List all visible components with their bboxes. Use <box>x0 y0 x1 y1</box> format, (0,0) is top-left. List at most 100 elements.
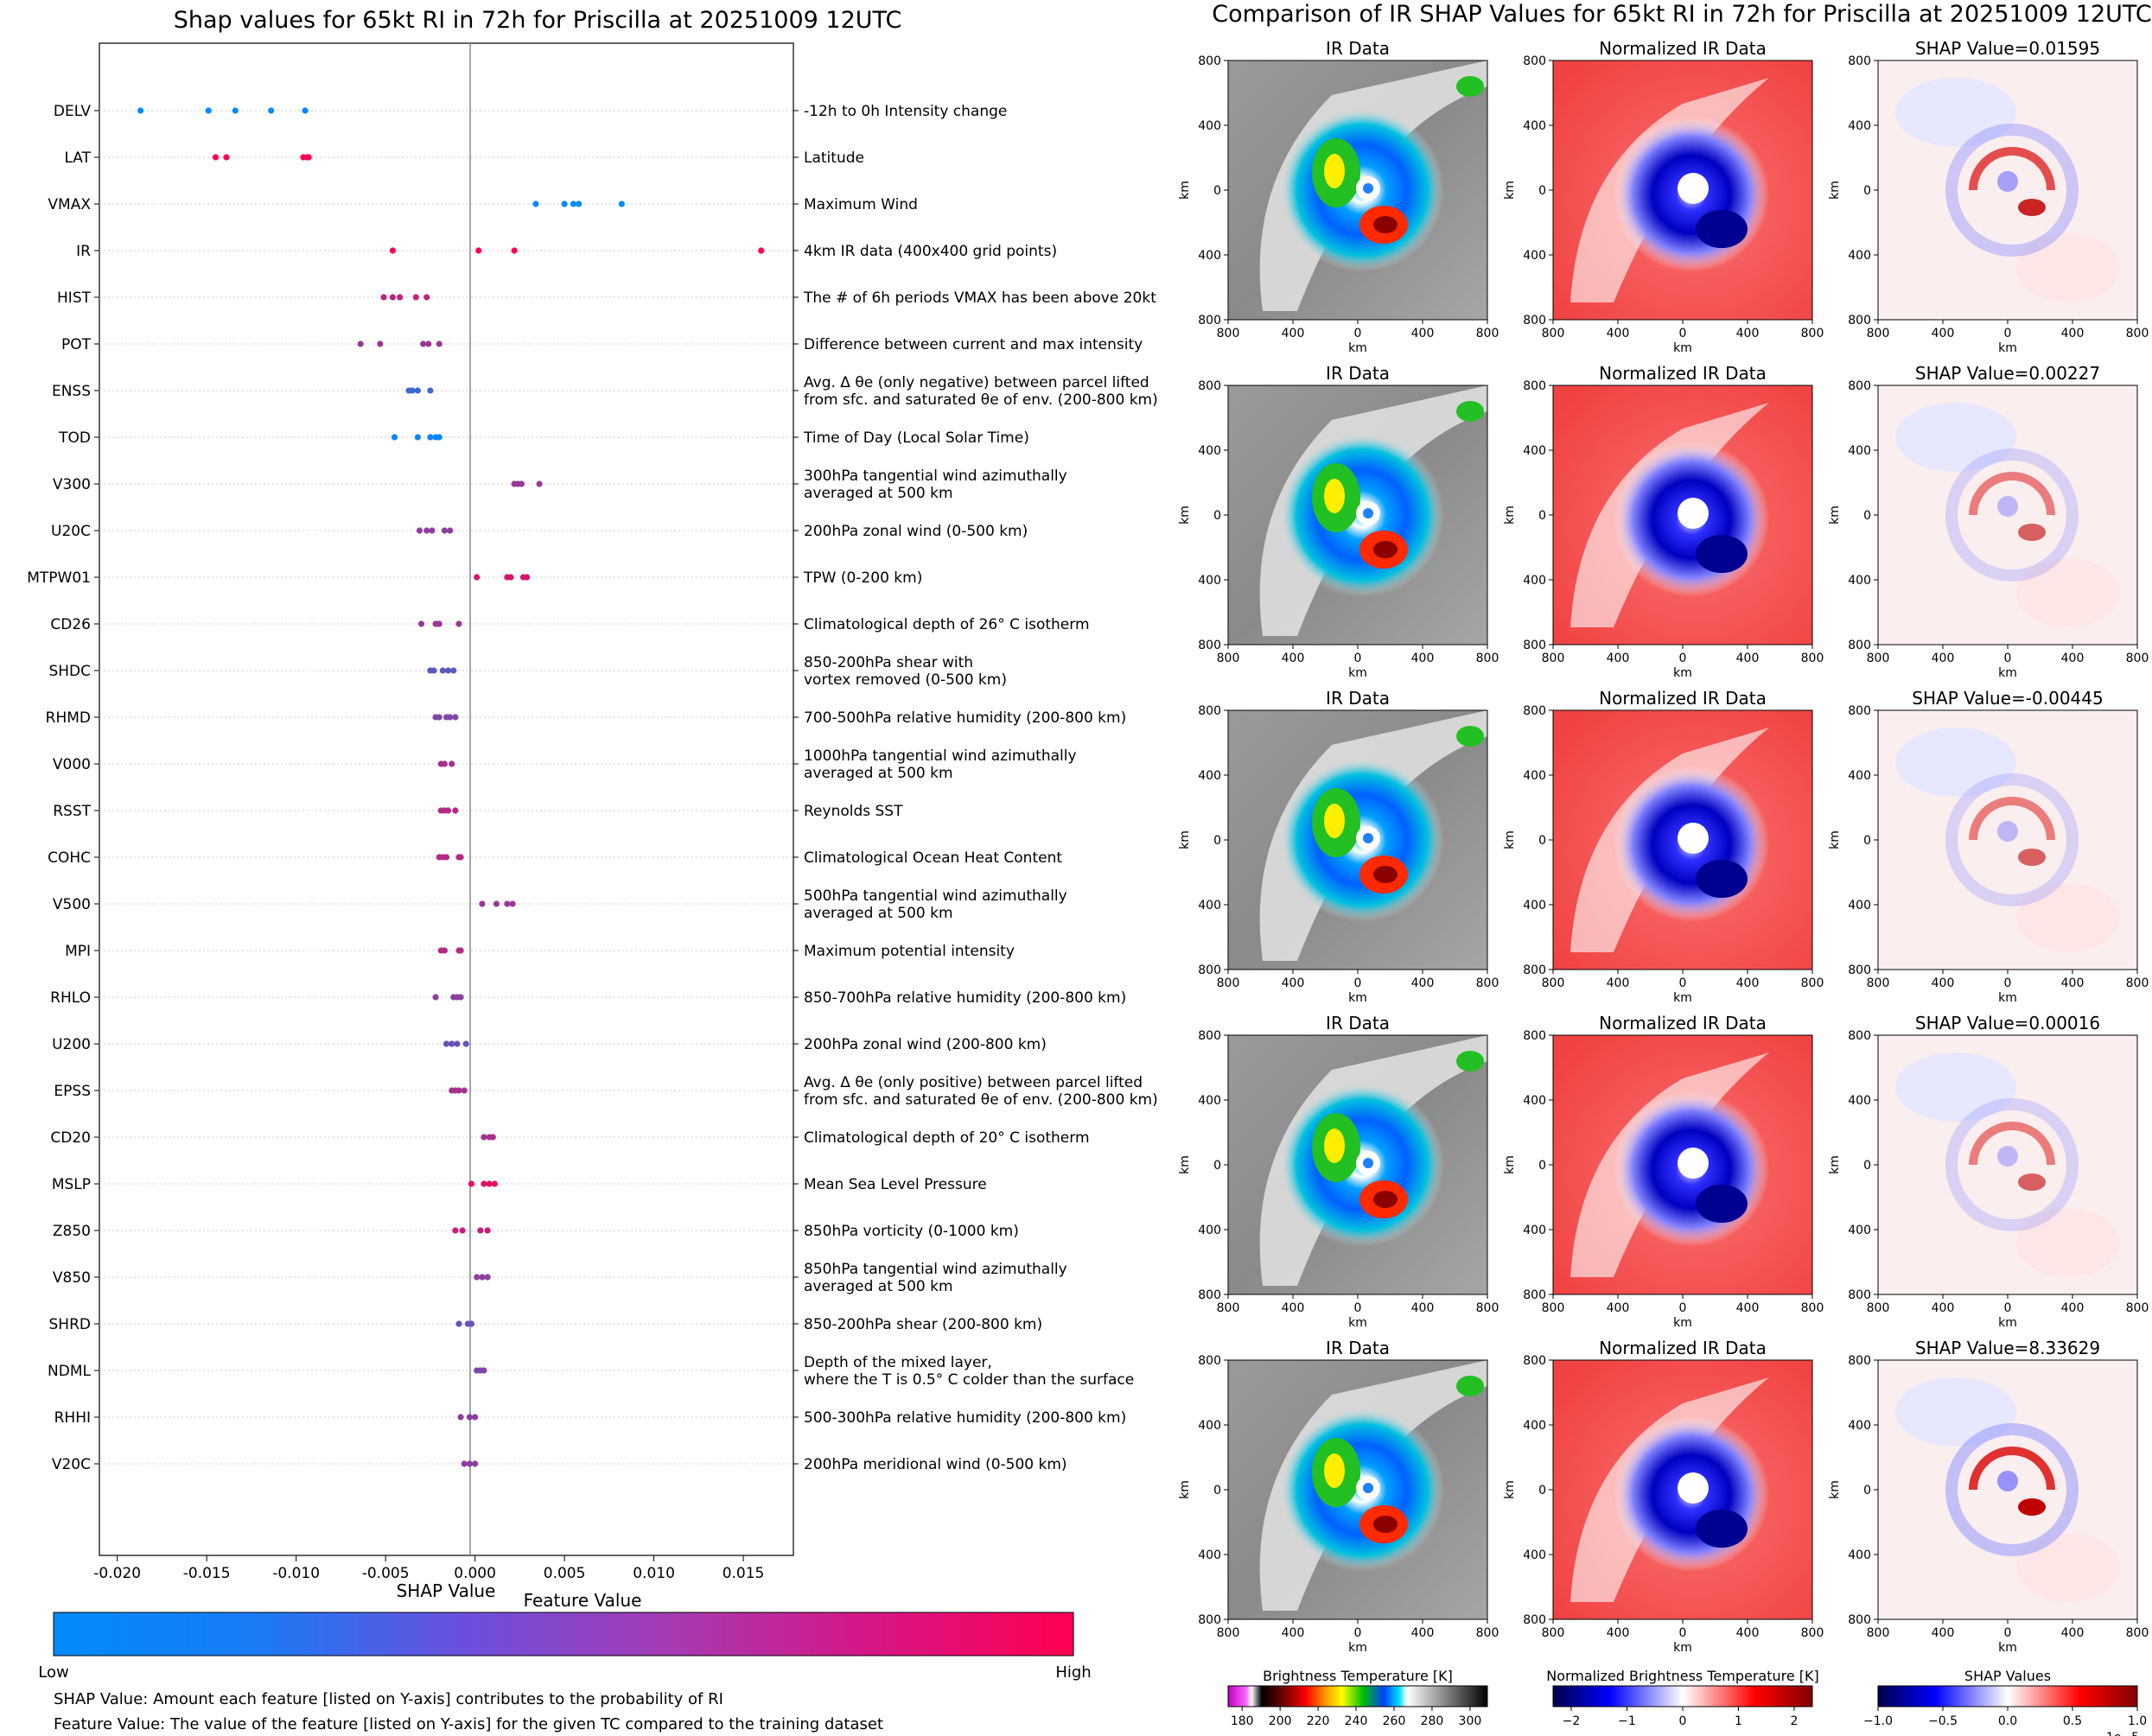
y-tick-label: 0 <box>1213 1159 1221 1173</box>
y-tick-label: 400 <box>1848 249 1871 263</box>
y-tick-label: 800 <box>1198 1354 1221 1368</box>
x-tick-label: 800 <box>1801 327 1824 340</box>
shap-point <box>305 154 312 161</box>
feature-colorbar-title: Feature Value <box>524 1590 642 1611</box>
x-tick-label: 400 <box>1282 1626 1305 1640</box>
x-tick-label: 800 <box>1217 976 1240 990</box>
y-axis-label: km <box>1828 1480 1842 1499</box>
feature-name-label: COHC <box>48 849 91 867</box>
x-tick-label: 0 <box>2004 976 2012 990</box>
x-tick-label: 800 <box>1217 327 1240 340</box>
y-tick-label: 0 <box>1863 184 1871 198</box>
colorbar-tick-label: 2 <box>1791 1714 1799 1728</box>
feature-description: 500-300hPa relative humidity (200-800 km… <box>804 1409 1126 1427</box>
x-tick-label: 800 <box>1476 1626 1499 1640</box>
colorbar-tick-label: 0.0 <box>1998 1714 2017 1728</box>
feature-description: 4km IR data (400x400 grid points) <box>804 243 1057 260</box>
x-tick-label: 400 <box>1736 652 1760 665</box>
feature-name-label: U200 <box>52 1036 91 1053</box>
subplot-title: Normalized IR Data <box>1599 363 1767 384</box>
x-tick-label: 400 <box>1932 327 1955 340</box>
x-tick-label: 400 <box>1736 976 1760 990</box>
feature-description: 200hPa zonal wind (200-800 km) <box>804 1036 1047 1053</box>
y-tick-label: 400 <box>1523 1094 1546 1108</box>
shap-point <box>457 994 464 1001</box>
shap-point <box>462 1040 469 1047</box>
shap-point <box>432 994 439 1001</box>
storm-eye-center <box>1363 1158 1373 1168</box>
y-tick-label: 400 <box>1198 249 1221 263</box>
x-tick-label: 400 <box>1607 1301 1630 1315</box>
left-title: Shap values for 65kt RI in 72h for Prisc… <box>174 7 902 34</box>
colorbar-2: Normalized Brightness Temperature [K] −2 −… <box>1546 1668 1819 1728</box>
normalized-ir-subplot: Normalized IR Data8008004004000040040080… <box>1503 1338 1824 1655</box>
shap-point <box>441 947 449 954</box>
shap-negative-region <box>1895 1052 2016 1122</box>
y-tick-label: 400 <box>1848 769 1871 783</box>
x-tick-label: 400 <box>1411 1626 1435 1640</box>
shap-point <box>414 387 421 394</box>
shap-point <box>449 1040 455 1047</box>
convection-core <box>1373 1191 1398 1208</box>
storm-eye-center <box>1363 1483 1373 1493</box>
feature-row-hist: HIST The # of 6h periods VMAX has been ab… <box>57 289 1156 307</box>
norm-eye <box>1678 1148 1709 1179</box>
y-tick-label: 0 <box>1538 184 1546 198</box>
y-tick-label: 800 <box>1198 963 1221 977</box>
colorbar-3: SHAP Values −1.0 −0.5 0.0 0.5 1.0 1e−5 <box>1863 1668 2147 1736</box>
y-tick-label: 800 <box>1198 1029 1221 1043</box>
x-tick-label: 800 <box>1867 1301 1890 1315</box>
x-tick-label: 400 <box>1932 976 1955 990</box>
shap-point <box>427 434 434 441</box>
feature-row-epss: EPSS Avg. Δ θe (only positive) between pa… <box>54 1074 1157 1109</box>
x-axis-label: km <box>1348 341 1367 355</box>
feature-description: 850hPa tangential wind azimuthally <box>804 1261 1067 1278</box>
shap-point <box>457 947 464 954</box>
normalized-ir-subplot: Normalized IR Data8008004004000040040080… <box>1503 1013 1824 1330</box>
y-tick-label: 400 <box>1523 249 1546 263</box>
shap-positive-region <box>2016 1533 2120 1602</box>
shap-point <box>468 1180 475 1187</box>
convection-core <box>1373 541 1398 558</box>
x-tick-label: 400 <box>1282 976 1305 990</box>
y-tick-label: 800 <box>1198 1288 1221 1302</box>
shap-point <box>427 387 434 394</box>
subplot-title: IR Data <box>1326 688 1390 709</box>
x-tick-label: 800 <box>1217 1301 1240 1315</box>
shap-point <box>484 1227 491 1234</box>
feature-name-label: MPI <box>65 943 91 960</box>
shap-point <box>357 340 364 347</box>
colorbar-tick-label: 260 <box>1383 1714 1406 1728</box>
y-axis-label: km <box>1178 830 1192 849</box>
norm-cold-core <box>1696 1185 1748 1223</box>
y-tick-label: 400 <box>1848 1548 1871 1562</box>
y-tick-label: 800 <box>1523 1354 1546 1368</box>
y-tick-label: 0 <box>1213 834 1221 848</box>
feature-description: averaged at 500 km <box>804 765 953 782</box>
shap-core-negative <box>1997 821 2018 842</box>
normalized-ir-subplot: Normalized IR Data8008004004000040040080… <box>1503 363 1824 680</box>
convection-core <box>1373 216 1398 233</box>
feature-name-label: MSLP <box>52 1176 91 1193</box>
feature-description: averaged at 500 km <box>804 1278 953 1295</box>
colorbar-title: Brightness Temperature [K] <box>1263 1668 1453 1684</box>
feature-row-rhmd: RHMD 700-500hPa relative humidity (200-80… <box>46 709 1127 727</box>
feature-name-label: RHHI <box>54 1409 91 1427</box>
x-tick-label: 800 <box>1542 652 1565 665</box>
colorbar-1: Brightness Temperature [K] 180 200 220 240 26… <box>1227 1668 1488 1728</box>
shap-positive-region <box>2016 558 2120 627</box>
colorbar-tick-label: 200 <box>1269 1714 1292 1728</box>
beeswarm-rows: DELV -12h to 0h Intensity change LAT Latitu… <box>27 103 1157 1473</box>
feature-name-label: CD20 <box>50 1129 91 1147</box>
shap-point <box>461 1087 468 1094</box>
x-tick-label: 400 <box>1411 652 1435 665</box>
ir-image <box>1228 385 1487 645</box>
y-tick-label: 800 <box>1198 54 1221 68</box>
shap-point <box>511 247 518 254</box>
shap-point <box>397 294 404 301</box>
y-tick-label: 400 <box>1198 1224 1221 1237</box>
x-tick-label: 800 <box>1476 1301 1499 1315</box>
shap-image <box>1878 1360 2137 1619</box>
shap-point <box>475 247 482 254</box>
